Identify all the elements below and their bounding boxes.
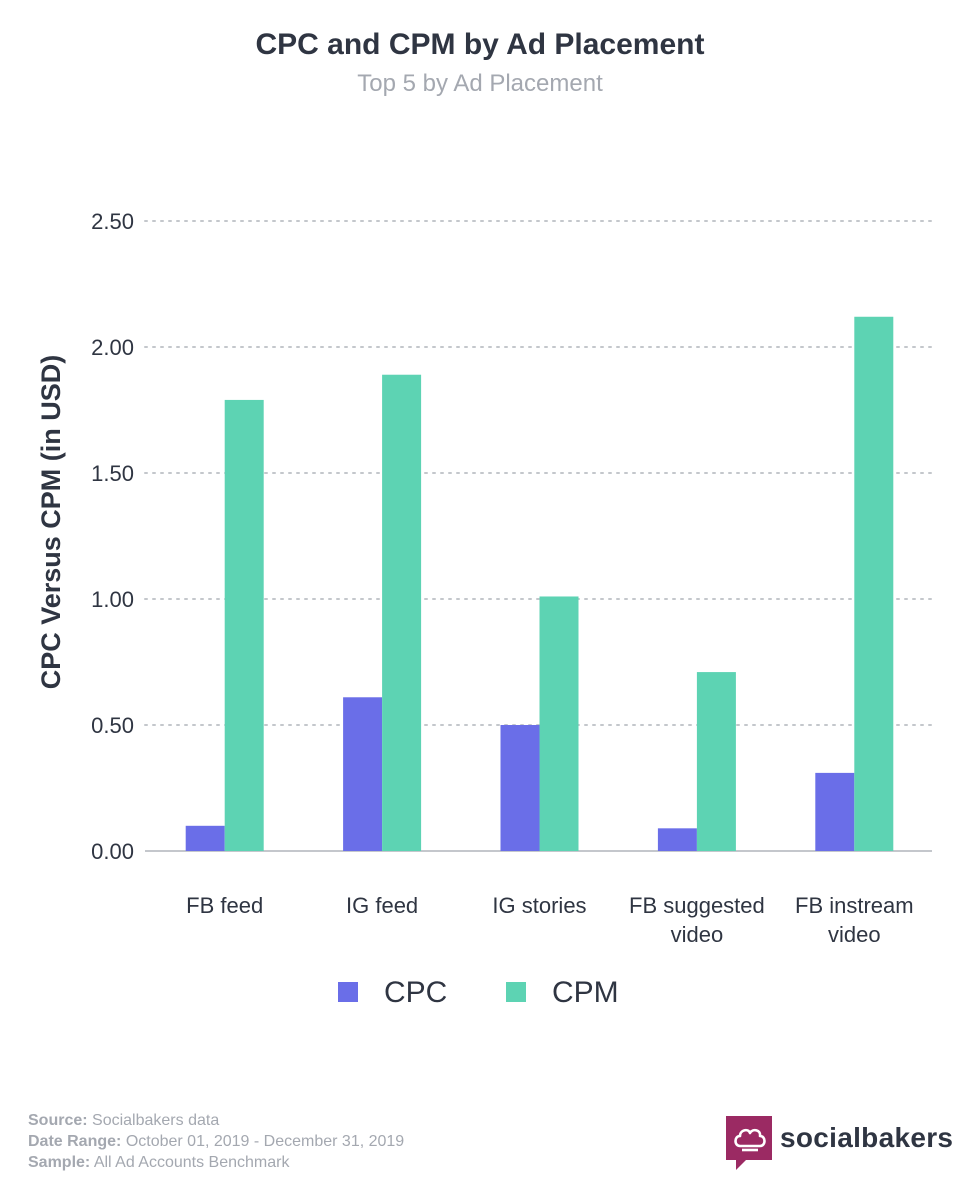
brand-name: socialbakers: [780, 1122, 954, 1153]
x-tick-label-line: IG feed: [346, 893, 418, 918]
y-axis-ticks: 0.00 0.50 1.00 1.50 2.00 2.50: [91, 209, 134, 864]
date-range-label: Date Range:: [28, 1133, 122, 1150]
sample-value: All Ad Accounts Benchmark: [93, 1154, 290, 1171]
x-axis-ticks: FB feed IG feed IG stories FB suggested vide…: [186, 893, 913, 947]
y-tick-label: 2.50: [91, 209, 134, 234]
chart-title: CPC and CPM by Ad Placement: [255, 28, 705, 61]
source-value: Socialbakers data: [92, 1112, 220, 1129]
date-range-line: Date Range: October 01, 2019 - December …: [28, 1131, 404, 1152]
y-tick-label: 0.50: [91, 713, 134, 738]
bar-cpc: [185, 825, 225, 851]
brand-logo: socialbakers: [726, 1116, 953, 1172]
legend-label-cpc: CPC: [384, 976, 447, 1009]
bar-cpm: [382, 374, 422, 851]
x-tick-label-line: FB instream: [795, 893, 914, 918]
footer-notes: Source: Socialbakers data Date Range: Oc…: [28, 1110, 404, 1173]
legend: CPC CPM: [338, 976, 619, 1009]
bar-cpc: [500, 725, 540, 851]
y-tick-label: 1.50: [91, 461, 134, 486]
x-tick-label-line: IG stories: [492, 893, 586, 918]
bar-cpm: [224, 399, 264, 851]
bar-chart: 0.00 0.50 1.00 1.50 2.00 2.50 FB feed IG feed I…: [36, 209, 933, 1009]
date-range-value: October 01, 2019 - December 31, 2019: [125, 1133, 405, 1150]
bar-cpc: [343, 697, 383, 851]
bar-cpm: [539, 596, 579, 851]
bar-cpc: [657, 828, 697, 851]
chef-hat-icon: [726, 1116, 772, 1170]
x-tick-label: IG feed: [346, 893, 418, 918]
y-axis-label: CPC Versus CPM (in USD): [36, 355, 66, 690]
x-tick-label-line: video: [671, 922, 724, 947]
y-tick-label: 2.00: [91, 335, 134, 360]
y-tick-label: 1.00: [91, 587, 134, 612]
bar-cpc: [815, 772, 855, 851]
legend-swatch-cpm: [506, 982, 526, 1002]
x-tick-label-line: FB suggested: [629, 893, 765, 918]
x-tick-label: FB instream video: [795, 893, 914, 947]
x-tick-label: FB feed: [186, 893, 263, 918]
x-tick-label-line: video: [828, 922, 881, 947]
bar-cpm: [854, 316, 894, 851]
bars: [185, 316, 894, 851]
legend-swatch-cpc: [338, 982, 358, 1002]
source-line: Source: Socialbakers data: [28, 1110, 404, 1131]
x-tick-label-line: FB feed: [186, 893, 263, 918]
x-tick-label: IG stories: [492, 893, 586, 918]
legend-label-cpm: CPM: [552, 976, 619, 1009]
x-tick-label: FB suggested video: [629, 893, 765, 947]
sample-label: Sample:: [28, 1154, 91, 1171]
y-tick-label: 0.00: [91, 839, 134, 864]
sample-line: Sample: All Ad Accounts Benchmark: [28, 1152, 404, 1173]
chart-subtitle: Top 5 by Ad Placement: [357, 70, 603, 97]
source-label: Source:: [28, 1112, 88, 1129]
bar-cpm: [696, 672, 736, 851]
